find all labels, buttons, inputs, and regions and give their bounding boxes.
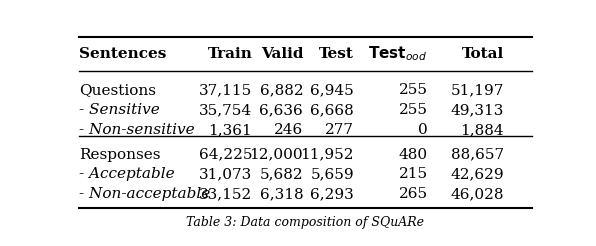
Text: 12,000: 12,000 [250,148,303,162]
Text: 480: 480 [399,148,428,162]
Text: Total: Total [462,47,504,61]
Text: 246: 246 [274,123,303,137]
Text: 49,313: 49,313 [451,103,504,117]
Text: 1,361: 1,361 [209,123,252,137]
Text: Valid: Valid [260,47,303,61]
Text: 6,293: 6,293 [310,187,354,201]
Text: 6,636: 6,636 [259,103,303,117]
Text: Train: Train [207,47,252,61]
Text: 6,318: 6,318 [259,187,303,201]
Text: 5,659: 5,659 [311,168,354,182]
Text: 51,197: 51,197 [451,83,504,97]
Text: 11,952: 11,952 [300,148,354,162]
Text: - Non-acceptable: - Non-acceptable [79,187,210,201]
Text: - Non-sensitive: - Non-sensitive [79,123,195,137]
Text: 6,668: 6,668 [310,103,354,117]
Text: 88,657: 88,657 [451,148,504,162]
Text: 277: 277 [325,123,354,137]
Text: Responses: Responses [79,148,160,162]
Text: - Sensitive: - Sensitive [79,103,160,117]
Text: 6,945: 6,945 [310,83,354,97]
Text: 5,682: 5,682 [259,168,303,182]
Text: 37,115: 37,115 [199,83,252,97]
Text: Sentences: Sentences [79,47,166,61]
Text: 42,629: 42,629 [451,168,504,182]
Text: 255: 255 [399,83,428,97]
Text: 265: 265 [399,187,428,201]
Text: 215: 215 [399,168,428,182]
Text: Table 3: Data composition of SQuARe: Table 3: Data composition of SQuARe [187,216,424,229]
Text: 31,073: 31,073 [199,168,252,182]
Text: - Acceptable: - Acceptable [79,168,175,182]
Text: 35,754: 35,754 [199,103,252,117]
Text: 33,152: 33,152 [199,187,252,201]
Text: 6,882: 6,882 [259,83,303,97]
Text: Test: Test [319,47,354,61]
Text: Questions: Questions [79,83,156,97]
Text: 255: 255 [399,103,428,117]
Text: 46,028: 46,028 [451,187,504,201]
Text: 64,225: 64,225 [199,148,252,162]
Text: 1,884: 1,884 [461,123,504,137]
Text: $\mathbf{Test}_{ood}$: $\mathbf{Test}_{ood}$ [368,45,427,63]
Text: 0: 0 [418,123,428,137]
